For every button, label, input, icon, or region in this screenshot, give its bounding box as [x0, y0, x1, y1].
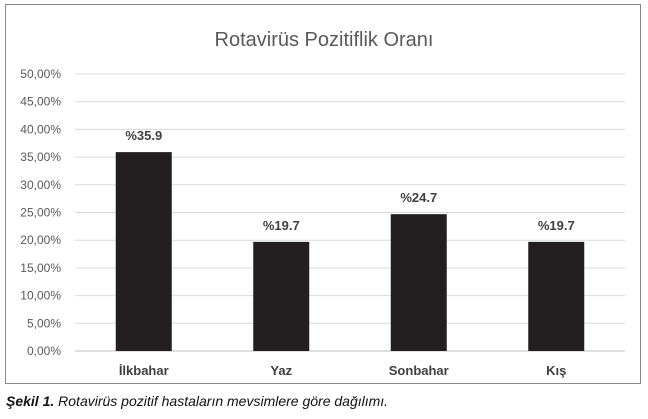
bar	[528, 241, 585, 351]
x-axis-ticks: İlkbahar Yaz Sonbahar Kış	[119, 363, 567, 378]
y-tick-label: 30,00%	[20, 178, 61, 192]
x-tick-label: Kış	[546, 363, 566, 378]
y-tick-label: 5,00%	[27, 316, 61, 330]
data-label: %24.7	[400, 190, 437, 205]
data-label: %35.9	[125, 128, 162, 143]
bar-chart: Rotavirüs Pozitiflik Oranı 0,00% 5,00% 10,…	[20, 29, 625, 378]
y-tick-label: 20,00%	[20, 233, 61, 247]
x-tick-label: Sonbahar	[389, 363, 449, 378]
x-tick-label: Yaz	[270, 363, 292, 378]
chart-title: Rotavirüs Pozitiflik Oranı	[215, 29, 434, 51]
y-tick-label: 50,00%	[20, 67, 61, 81]
y-tick-label: 35,00%	[20, 150, 61, 164]
caption-label: Şekil 1.	[6, 393, 55, 409]
data-label: %19.7	[538, 218, 575, 233]
y-tick-label: 40,00%	[20, 122, 61, 136]
bar	[390, 214, 447, 351]
y-tick-label: 45,00%	[20, 95, 61, 109]
y-axis-ticks: 0,00% 5,00% 10,00% 15,00% 20,00% 25,00% 30,00%…	[20, 67, 61, 358]
y-tick-label: 15,00%	[20, 261, 61, 275]
bar	[253, 241, 310, 351]
bar	[115, 152, 172, 351]
figure-caption: Şekil 1. Rotavirüs pozitif hastaların me…	[6, 393, 388, 409]
caption-text: Rotavirüs pozitif hastaların mevsimlere …	[58, 393, 389, 409]
bars	[115, 152, 585, 351]
data-labels: %35.9 %19.7 %24.7 %19.7	[125, 128, 574, 233]
y-tick-label: 0,00%	[27, 344, 61, 358]
x-tick-label: İlkbahar	[119, 363, 169, 378]
y-tick-label: 10,00%	[20, 289, 61, 303]
y-tick-label: 25,00%	[20, 206, 61, 220]
data-label: %19.7	[263, 218, 300, 233]
